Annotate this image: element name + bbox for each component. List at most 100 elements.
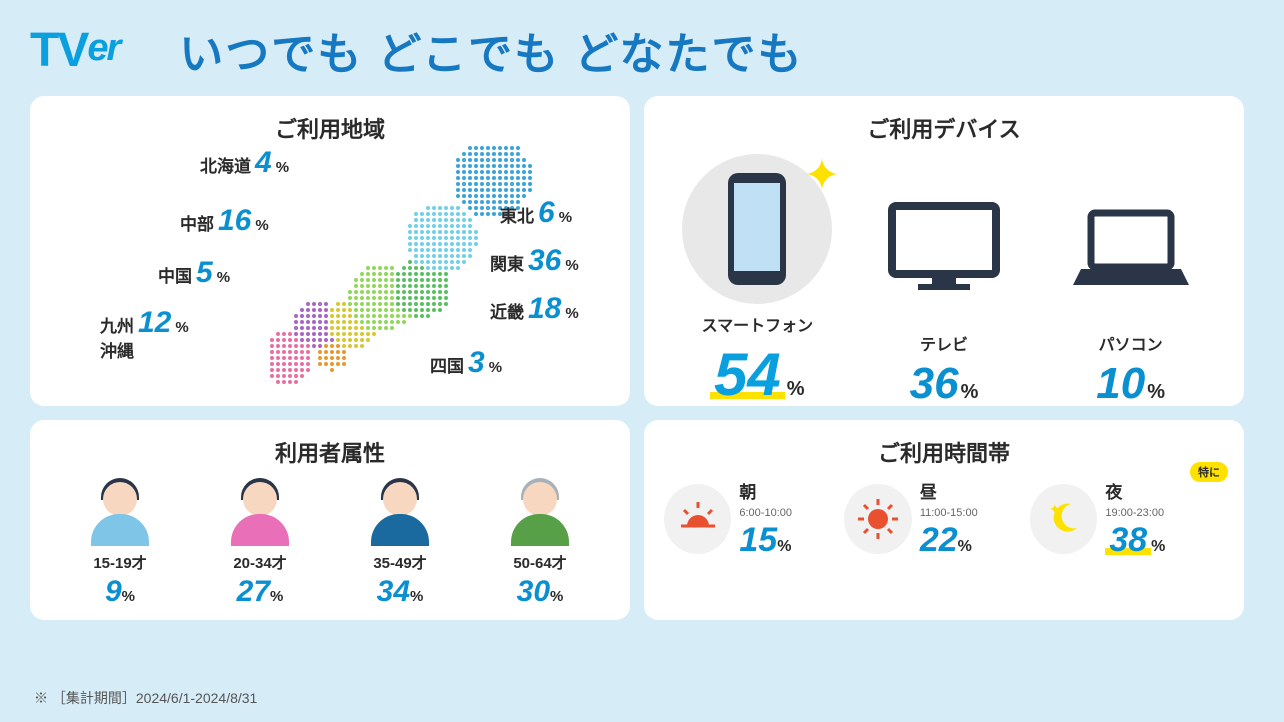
time-name: 朝 xyxy=(739,478,844,503)
time-pct: 15 xyxy=(739,521,777,559)
region-title: ご利用地域 xyxy=(50,112,610,144)
time-card: ご利用時間帯 朝6:00-10:00 15%昼11:00-15:00 22%✦特… xyxy=(644,420,1244,620)
time-unit: % xyxy=(958,538,972,555)
demo-pct: 27 xyxy=(237,575,270,608)
time-range: 11:00-15:00 xyxy=(920,507,978,519)
demo-unit: % xyxy=(550,588,563,605)
region-pct: 18 xyxy=(528,292,561,326)
region-pct: 36 xyxy=(528,244,561,278)
device-row: ✦スマートフォン54%テレビ36%パソコン10% xyxy=(664,154,1224,409)
sun-icon xyxy=(844,484,911,554)
device-unit: % xyxy=(1147,381,1165,403)
demo-age: 35-49才 xyxy=(366,552,434,573)
device-pct: 36 xyxy=(910,359,959,408)
avatar-icon xyxy=(226,478,294,546)
device-unit: % xyxy=(961,381,979,403)
region-name: 中国 xyxy=(158,262,192,287)
region-unit: % xyxy=(175,319,188,336)
region-pct: 16 xyxy=(218,204,251,238)
region-unit: % xyxy=(489,359,502,376)
tv-icon xyxy=(869,173,1019,323)
region-unit: % xyxy=(565,257,578,274)
demo-3: 50-64才30% xyxy=(506,478,574,609)
region-pct: 3 xyxy=(468,346,485,380)
time-row: 朝6:00-10:00 15%昼11:00-15:00 22%✦特に夜19:00… xyxy=(664,478,1224,560)
region-name: 近畿 xyxy=(490,298,524,323)
region-name: 東北 xyxy=(500,202,534,227)
timeslot-2: ✦特に夜19:00-23:00 38% xyxy=(1030,478,1224,560)
avatar-icon xyxy=(366,478,434,546)
demo-row: 15-19才9%20-34才27%35-49才34%50-64才30% xyxy=(50,478,610,609)
region-label-1: 中部16% xyxy=(180,204,269,238)
demo-unit: % xyxy=(122,588,135,605)
logo-tv: TV xyxy=(30,24,87,77)
footnote: ※ ［集計期間］2024/6/1-2024/8/31 xyxy=(34,688,257,708)
avatar-icon xyxy=(86,478,154,546)
sunrise-icon xyxy=(664,484,731,554)
moon-icon: ✦ xyxy=(1030,484,1097,554)
time-range: 19:00-23:00 xyxy=(1105,507,1164,519)
especially-badge: 特に xyxy=(1190,462,1228,482)
timeslot-0: 朝 6:00-10:00 15% xyxy=(664,478,844,560)
region-pct: 6 xyxy=(538,196,555,230)
device-title: ご利用デバイス xyxy=(664,112,1224,144)
device-card: ご利用デバイス ✦スマートフォン54%テレビ36%パソコン10% xyxy=(644,96,1244,406)
device-phone: ✦ スマートフォン 54% xyxy=(682,154,832,409)
region-unit: % xyxy=(565,305,578,322)
time-name: 昼 xyxy=(920,478,1030,503)
region-name: 九州沖縄 xyxy=(100,312,134,362)
demo-age: 50-64才 xyxy=(506,552,574,573)
logo-er: er xyxy=(87,27,119,69)
laptop-icon xyxy=(1056,173,1206,323)
sparkle-icon: ✦ xyxy=(803,150,840,201)
phone-icon: ✦ xyxy=(682,154,832,304)
region-pct: 4 xyxy=(255,146,272,180)
demo-unit: % xyxy=(270,588,283,605)
demo-pct: 9 xyxy=(105,575,122,608)
region-name: 関東 xyxy=(490,250,524,275)
region-name: 四国 xyxy=(430,352,464,377)
region-label-3: 九州沖縄12% xyxy=(100,306,189,362)
device-pct: 54 xyxy=(714,341,781,408)
region-label-7: 四国3% xyxy=(430,346,502,380)
region-card: ご利用地域 北海道4%中部16%中国5%九州沖縄12%東北6%関東36%近畿18… xyxy=(30,96,630,406)
device-laptop: パソコン10% xyxy=(1056,173,1206,409)
time-pct: 38 xyxy=(1109,521,1147,559)
region-pct: 5 xyxy=(196,256,213,290)
region-label-0: 北海道4% xyxy=(200,146,289,180)
logo: TVer xyxy=(30,23,119,78)
time-pct: 22 xyxy=(920,521,958,559)
demo-pct: 30 xyxy=(517,575,550,608)
device-tv: テレビ36% xyxy=(869,173,1019,409)
region-label-6: 近畿18% xyxy=(490,292,579,326)
region-unit: % xyxy=(217,269,230,286)
region-unit: % xyxy=(559,209,572,226)
demo-age: 15-19才 xyxy=(86,552,154,573)
demo-age: 20-34才 xyxy=(226,552,294,573)
region-name: 北海道 xyxy=(200,152,251,177)
demographics-title: 利用者属性 xyxy=(50,436,610,468)
demo-0: 15-19才9% xyxy=(86,478,154,609)
time-title: ご利用時間帯 xyxy=(664,436,1224,468)
region-name: 中部 xyxy=(180,210,214,235)
region-unit: % xyxy=(255,217,268,234)
demo-1: 20-34才27% xyxy=(226,478,294,609)
device-unit: % xyxy=(787,378,805,400)
region-label-4: 東北6% xyxy=(500,196,572,230)
device-label: スマートフォン xyxy=(682,312,832,336)
region-label-2: 中国5% xyxy=(158,256,230,290)
demo-unit: % xyxy=(410,588,423,605)
time-range: 6:00-10:00 xyxy=(739,507,792,519)
svg-text:✦: ✦ xyxy=(1049,501,1061,517)
region-label-5: 関東36% xyxy=(490,244,579,278)
header: TVer いつでも どこでも どなたでも xyxy=(30,18,1254,82)
avatar-icon xyxy=(506,478,574,546)
timeslot-1: 昼 11:00-15:00 22% xyxy=(844,478,1030,560)
tagline: いつでも どこでも どなたでも xyxy=(179,18,803,82)
time-unit: % xyxy=(777,538,791,555)
time-unit: % xyxy=(1151,538,1165,555)
demo-pct: 34 xyxy=(377,575,410,608)
content-grid: ご利用地域 北海道4%中部16%中国5%九州沖縄12%東北6%関東36%近畿18… xyxy=(30,96,1254,620)
demographics-card: 利用者属性 15-19才9%20-34才27%35-49才34%50-64才30… xyxy=(30,420,630,620)
device-label: パソコン xyxy=(1056,331,1206,355)
